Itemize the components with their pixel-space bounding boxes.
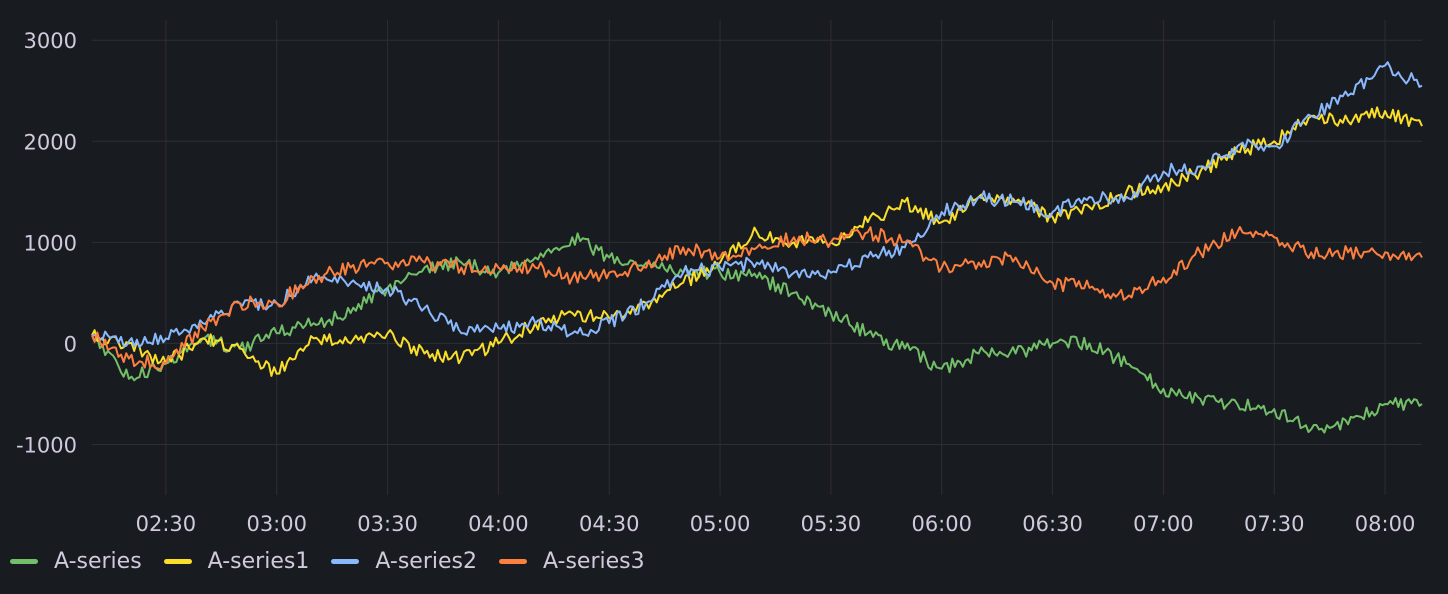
series-line-a-series <box>91 232 1423 434</box>
legend-swatch-a-series3 <box>498 559 527 564</box>
x-tick-label: 08:00 <box>1355 512 1416 536</box>
x-tick-label: 07:30 <box>1244 512 1305 536</box>
y-tick-label: 0 <box>64 332 77 356</box>
y-tick-label: 2000 <box>24 130 77 154</box>
x-tick-label: 05:30 <box>801 512 862 536</box>
legend-swatch-a-series1 <box>163 559 192 564</box>
legend-item-a-series1[interactable]: A-series1 <box>163 549 310 574</box>
x-tick-label: 06:00 <box>911 512 972 536</box>
series-line-a-series3 <box>91 226 1423 371</box>
x-tick-label: 05:00 <box>690 512 751 536</box>
y-tick-label: -1000 <box>16 433 77 457</box>
series-lines <box>91 61 1423 434</box>
legend-label: A-series3 <box>542 549 645 574</box>
legend-label: A-series <box>54 549 142 574</box>
legend-item-a-series3[interactable]: A-series3 <box>498 549 645 574</box>
x-tick-label: 06:30 <box>1022 512 1083 536</box>
x-tick-label: 02:30 <box>136 512 197 536</box>
y-tick-label: 1000 <box>24 231 77 255</box>
x-tick-label: 03:30 <box>357 512 418 536</box>
legend-label: A-series1 <box>207 549 310 574</box>
legend-swatch-a-series <box>10 559 38 564</box>
series-line-a-series2 <box>91 61 1423 348</box>
x-tick-label: 07:00 <box>1133 512 1194 536</box>
y-axis: -1000 0 1000 2000 3000 <box>16 29 77 457</box>
legend-label: A-series2 <box>375 549 477 574</box>
chart-grid <box>92 20 1422 495</box>
x-tick-label: 04:00 <box>468 512 529 536</box>
series-line-a-series1 <box>91 106 1423 377</box>
legend-swatch-a-series2 <box>331 559 360 564</box>
x-axis: 02:30 03:00 03:30 04:00 04:30 05:00 05:30 06:00… <box>136 512 1416 536</box>
x-tick-label: 04:30 <box>579 512 640 536</box>
legend-item-a-series[interactable]: A-series <box>10 549 142 574</box>
y-tick-label: 3000 <box>24 29 77 53</box>
x-tick-label: 03:00 <box>246 512 307 536</box>
legend-item-a-series2[interactable]: A-series2 <box>331 549 477 574</box>
chart-legend: A-series A-series1 A-series2 A-series3 <box>10 549 667 574</box>
